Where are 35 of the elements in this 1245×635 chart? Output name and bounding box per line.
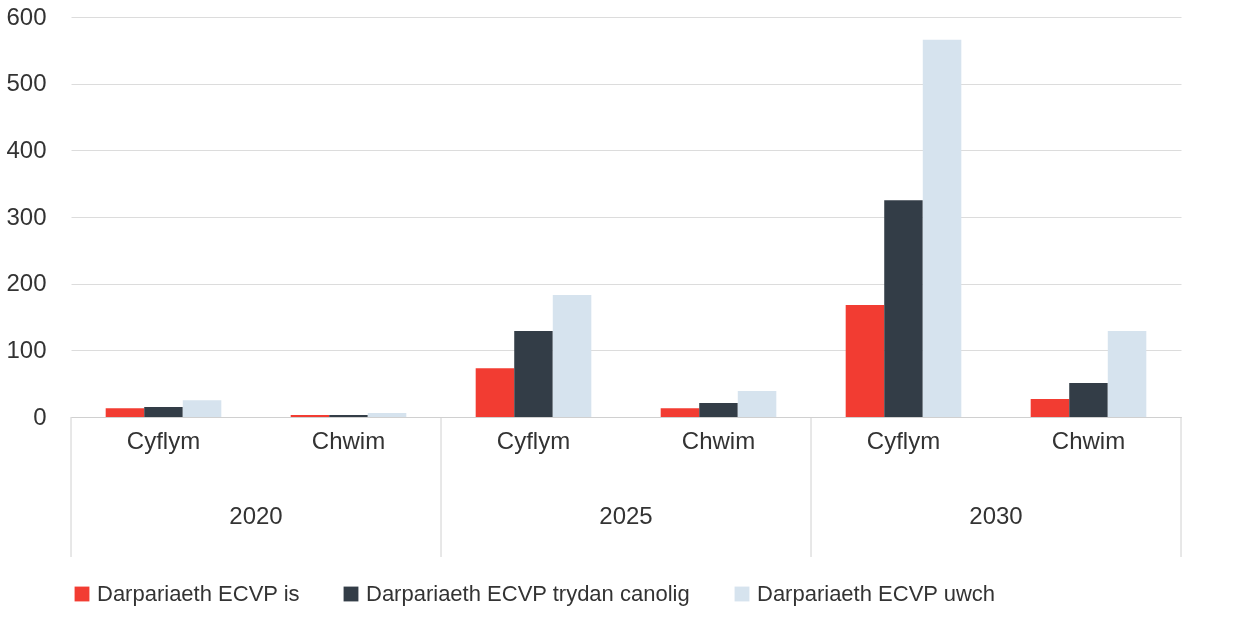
bar [552,295,592,417]
x-tick-label: Chwim [681,426,756,454]
legend-label: Darpariaeth ECVP is [97,581,300,606]
text: 2020 [229,502,283,529]
y-tick-label: 400 [6,135,47,163]
bar [845,305,885,417]
x-tick-label: Cyflym [866,426,941,454]
bar [367,413,407,417]
x-tick-label: Chwim [1051,426,1126,454]
bar [514,331,553,417]
bar [884,200,923,417]
bar [699,403,738,417]
bar [1069,383,1108,417]
legend-label: Darpariaeth ECVP uwch [757,581,996,606]
bar [475,368,515,417]
bar [1030,399,1070,417]
bar [660,408,700,417]
x-tick-label: Cyflym [126,426,201,454]
bar [105,408,145,417]
bar [737,391,777,417]
y-tick-label: 600 [6,2,47,30]
text: 2025 [599,502,653,529]
text: 2030 [969,502,1023,529]
y-tick-label: 100 [6,335,47,363]
x-tick-label: Cyflym [496,426,571,454]
x-tick-label: Chwim [311,426,386,454]
y-tick-label: 0 [33,402,47,430]
bar [922,39,962,417]
y-tick-label: 300 [6,202,47,230]
y-tick-label: 500 [6,69,47,97]
bar [1107,331,1147,417]
bar [182,400,222,417]
bar [144,407,183,417]
legend-label: Darpariaeth ECVP trydan canolig [366,581,690,606]
y-tick-label: 200 [6,269,47,297]
